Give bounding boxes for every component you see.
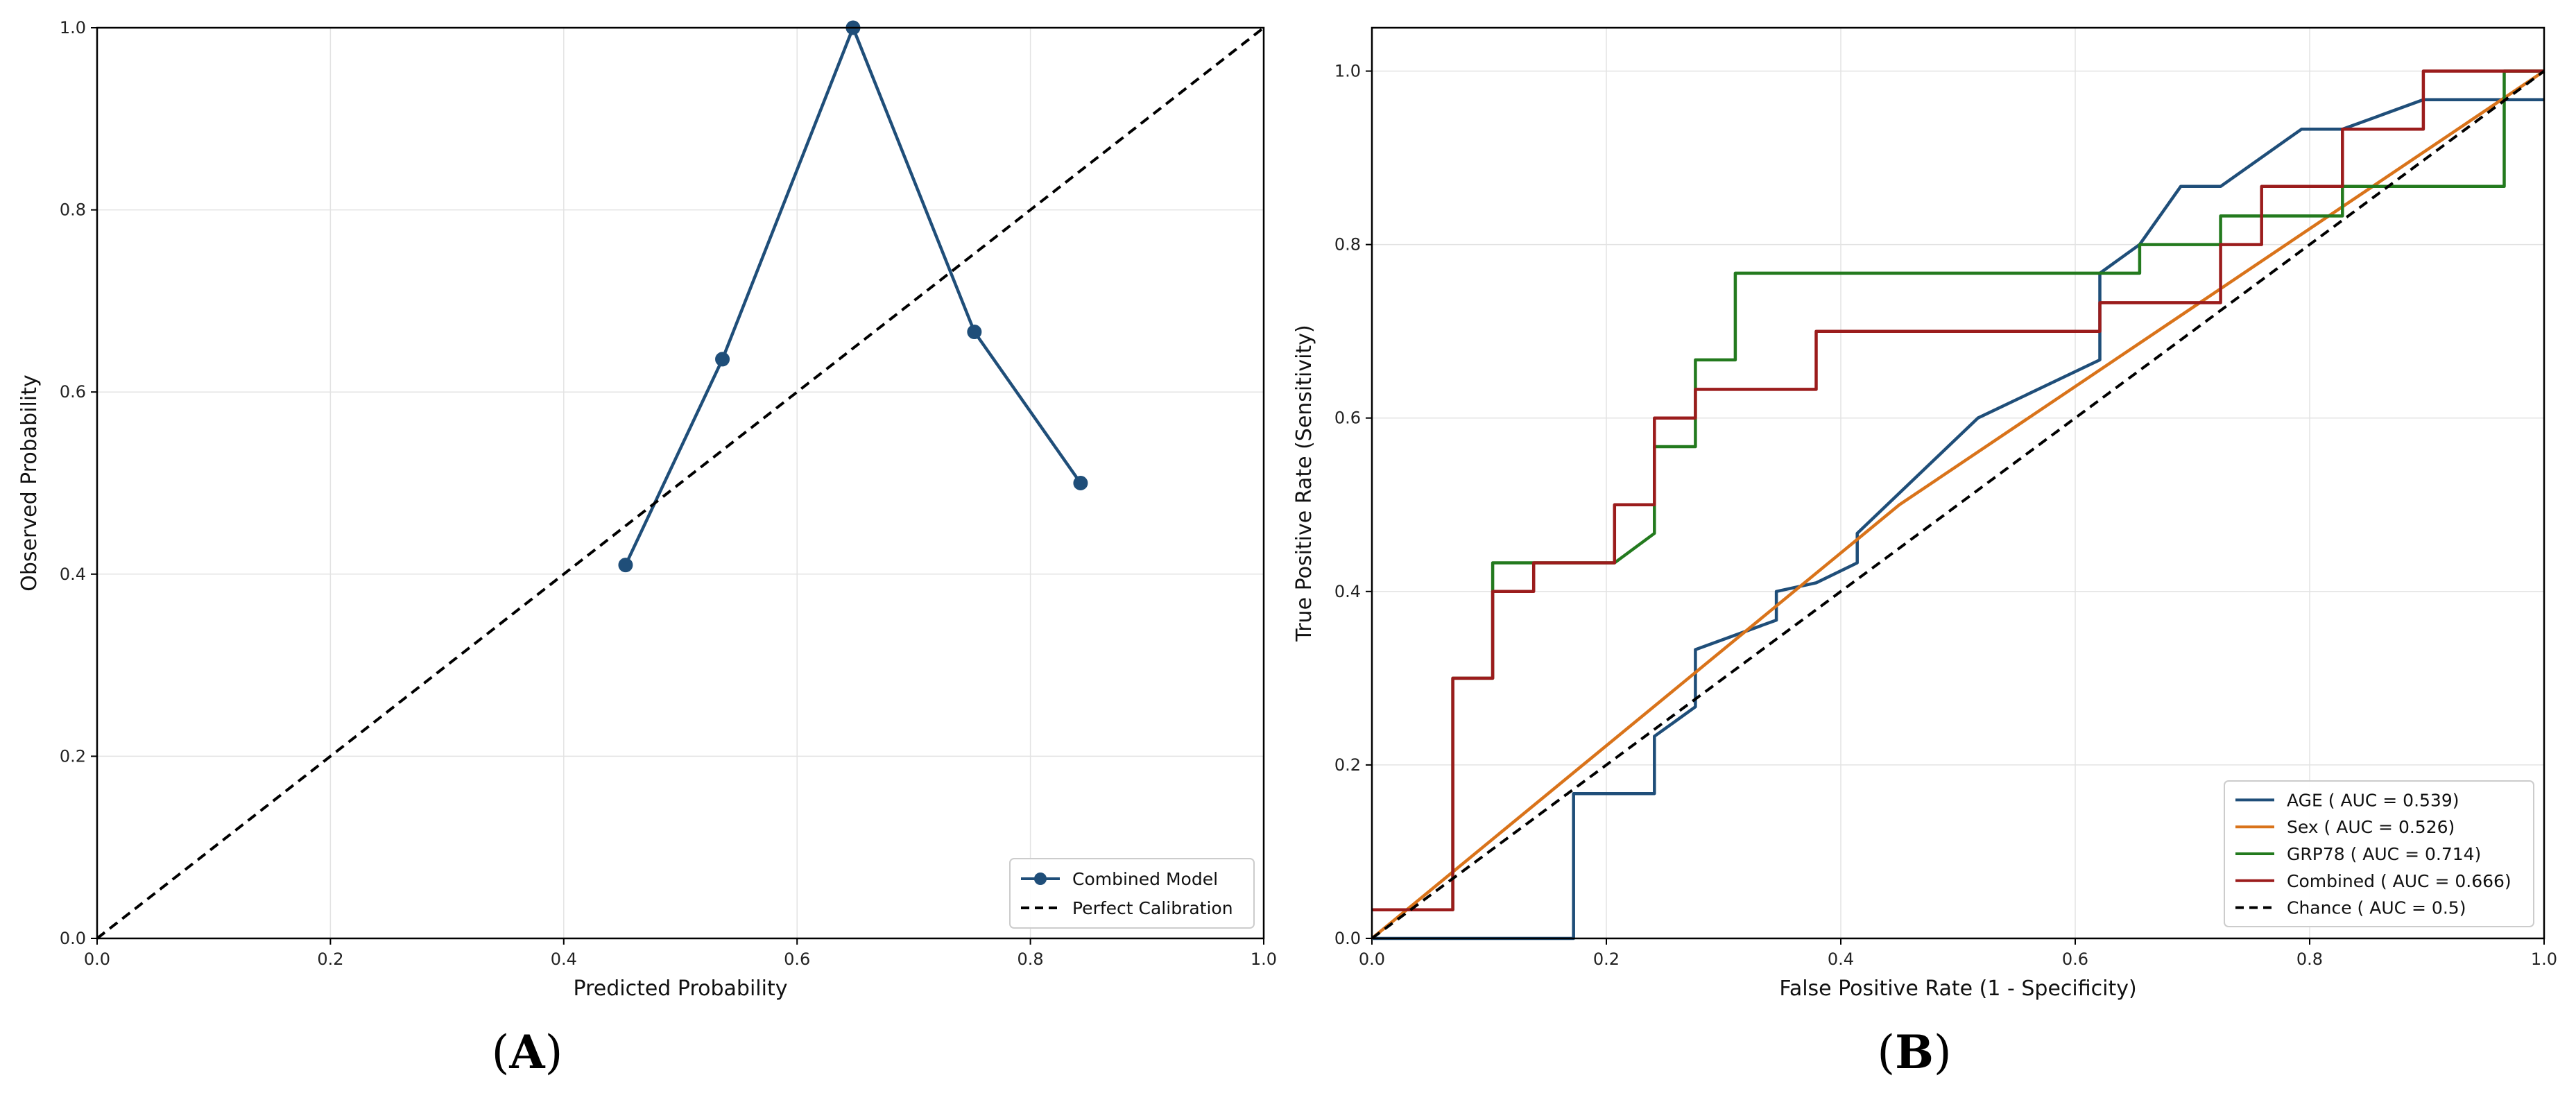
panel-label-open: ( <box>492 1026 510 1079</box>
panel-label-close: ) <box>545 1026 563 1079</box>
y-axis-label: Observed Probability <box>17 375 42 591</box>
x-tick-label: 0.8 <box>1017 949 1044 969</box>
legend-entry: AGE ( AUC = 0.539) <box>2287 790 2459 810</box>
legend-entry: Perfect Calibration <box>1072 898 1233 918</box>
data-point <box>618 558 633 573</box>
panel-label-letter: B <box>1895 1025 1934 1079</box>
series-line <box>1372 69 2544 911</box>
x-tick-label: 0.2 <box>1593 949 1620 969</box>
x-tick-label: 0.6 <box>784 949 810 969</box>
y-tick-label: 0.4 <box>1334 582 1361 601</box>
x-tick-label: 0.2 <box>317 949 343 969</box>
x-tick-label: 0.6 <box>2062 949 2088 969</box>
y-tick-label: 0.6 <box>1334 409 1361 428</box>
legend-box <box>1009 858 1255 929</box>
panel-label-open: ( <box>1877 1026 1895 1079</box>
panel-label: (B) <box>1877 1025 1951 1079</box>
x-tick-label: 1.0 <box>1251 949 1277 969</box>
x-tick-label: 0.8 <box>2296 949 2323 969</box>
legend-entry: Combined Model <box>1072 869 1218 889</box>
x-tick-label: 1.0 <box>2531 949 2557 969</box>
panel-label-close: ) <box>1934 1026 1952 1079</box>
data-point <box>1073 476 1088 490</box>
x-tick-label: 0.4 <box>1828 949 1854 969</box>
legend-box <box>2224 780 2534 927</box>
panel-label-letter: A <box>508 1025 545 1079</box>
series-line <box>624 26 1082 566</box>
y-tick-label: 0.0 <box>60 929 86 948</box>
x-axis-label: Predicted Probability <box>574 977 788 1001</box>
y-tick-label: 0.8 <box>60 200 86 220</box>
legend: Combined Model Perfect Calibration <box>1009 858 1255 929</box>
legend-entry: GRP78 ( AUC = 0.714) <box>2287 844 2481 864</box>
chart-panel-roc: 0.0 0.2 0.4 0.6 0.8 1.0 0.0 0.2 0.4 0.6 0.8 1.0 Fals… <box>1292 26 2557 1001</box>
plot-frame <box>1371 26 2545 940</box>
legend-entry: Sex ( AUC = 0.526) <box>2287 817 2455 837</box>
plot-frame <box>96 26 1265 940</box>
y-axis-label: True Positive Rate (Sensitivity) <box>1292 325 1316 642</box>
y-tick-label: 0.6 <box>60 382 86 402</box>
y-tick-label: 0.4 <box>60 565 86 584</box>
x-tick-label: 0.0 <box>1359 949 1385 969</box>
data-point <box>715 352 730 367</box>
y-tick-label: 1.0 <box>1334 62 1361 81</box>
y-tick-label: 0.2 <box>60 746 86 766</box>
x-axis-label: False Positive Rate (1 - Specificity) <box>1779 977 2136 1001</box>
y-tick-label: 0.2 <box>1334 755 1361 775</box>
legend-entry: Chance ( AUC = 0.5) <box>2287 898 2466 918</box>
series-line <box>1372 98 2544 940</box>
x-tick-label: 0.4 <box>551 949 577 969</box>
series-line <box>1371 69 2545 940</box>
data-point <box>967 325 982 340</box>
legend-entry: Combined ( AUC = 0.666) <box>2287 871 2511 891</box>
panel-label: (A) <box>492 1025 563 1079</box>
chart-panel-calibration: 0.0 0.2 0.4 0.6 0.8 1.0 0.0 0.2 0.4 0.6 0.8 1.0 Pred… <box>17 18 1277 1001</box>
y-tick-label: 0.8 <box>1334 235 1361 255</box>
y-tick-label: 1.0 <box>60 18 86 37</box>
series-line <box>96 26 1265 940</box>
y-tick-label: 0.0 <box>1334 929 1361 948</box>
legend: AGE ( AUC = 0.539) Sex ( AUC = 0.526) GRP7… <box>2224 780 2534 927</box>
x-tick-label: 0.0 <box>84 949 110 969</box>
legend-marker <box>1034 873 1047 885</box>
